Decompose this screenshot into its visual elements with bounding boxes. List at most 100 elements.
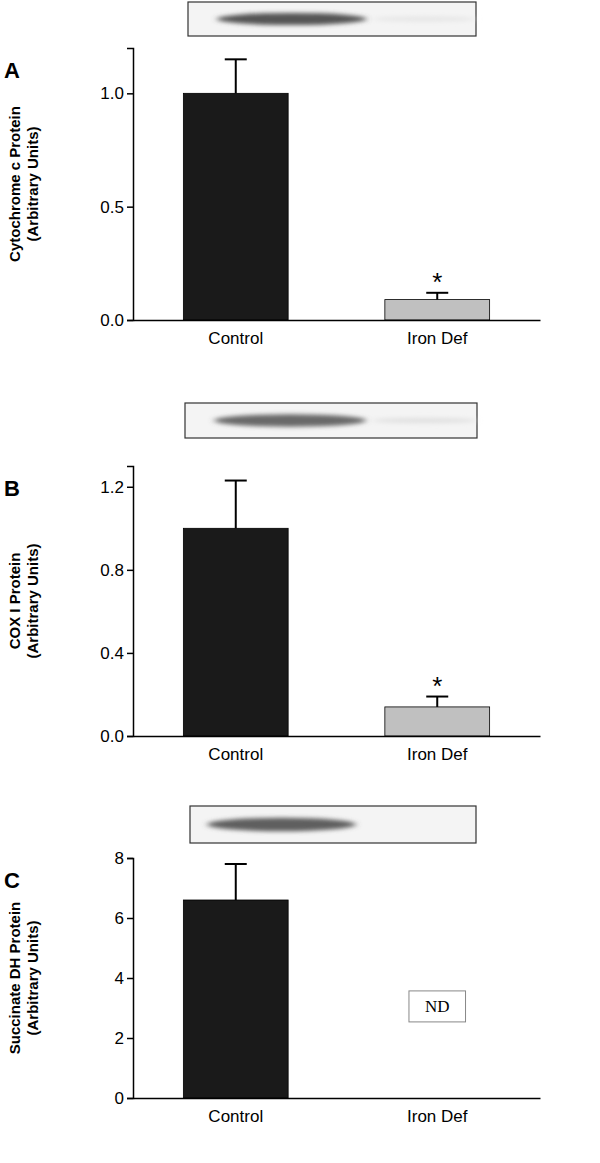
y-axis: 0.0 0.5 1.0 — [100, 49, 133, 330]
x-axis: Control Iron Def — [134, 320, 541, 348]
tick-label: 0.0 — [100, 727, 124, 746]
axis-line — [134, 320, 541, 322]
tick: 0.0 — [100, 727, 133, 746]
y-axis: 0 2 4 6 8 — [115, 849, 134, 1108]
axis-line — [127, 49, 134, 321]
annotation: * — [432, 267, 442, 297]
tick-mark — [127, 320, 133, 322]
error-cap — [225, 58, 247, 60]
blot-band — [217, 13, 367, 25]
tick: 0.8 — [100, 561, 133, 580]
tick: 6 — [115, 909, 133, 928]
tick-mark — [127, 736, 133, 738]
tick: 1.2 — [100, 478, 133, 497]
category-tick: Iron Def — [407, 320, 468, 348]
axis-line — [127, 859, 134, 1099]
panel-label: C — [4, 868, 20, 893]
tick-mark — [127, 570, 133, 572]
tick-label: Iron Def — [407, 329, 468, 348]
tick: 0.5 — [100, 198, 133, 217]
tick-label: Control — [208, 745, 263, 764]
tick-label: 4 — [115, 969, 124, 988]
tick-mark — [127, 487, 133, 489]
tick-mark — [127, 978, 133, 980]
error-stem — [235, 59, 237, 93]
tick-mark — [127, 93, 133, 95]
axis-title: Succinate DH Protein — [6, 902, 23, 1055]
bar — [385, 300, 490, 320]
tick-label: 0.4 — [100, 644, 124, 663]
tick-label: 1.2 — [100, 478, 124, 497]
tick-label: 2 — [115, 1029, 124, 1048]
blot-frame — [190, 806, 476, 843]
blot-band — [372, 418, 477, 424]
tick-mark — [127, 858, 133, 860]
blot-frame — [188, 2, 476, 36]
error-bar — [225, 59, 247, 93]
annotation: * — [432, 671, 442, 701]
axis-line — [134, 736, 541, 738]
tick: 0.4 — [100, 644, 133, 663]
bar — [183, 528, 288, 736]
tick-label: 0.5 — [100, 198, 124, 217]
tick: 8 — [115, 849, 133, 868]
x-axis: Control Iron Def — [134, 1098, 541, 1126]
annotation-box — [409, 991, 466, 1022]
tick-label: 0.0 — [100, 311, 124, 330]
tick: 0.0 — [100, 311, 133, 330]
error-cap — [225, 863, 247, 865]
axis-title: (Arbitrary Units) — [24, 126, 41, 241]
bar — [183, 900, 288, 1098]
y-axis: 0.0 0.4 0.8 1.2 — [100, 467, 133, 746]
axis-title: (Arbitrary Units) — [24, 543, 41, 658]
figure: ACytochrome c Protein(Arbitrary Units)0.… — [0, 0, 600, 1163]
plot-area — [183, 864, 288, 1098]
tick-label: Control — [208, 329, 263, 348]
panel: A Cytochrome c Protein(Arbitrary Units) 0.… — [4, 2, 541, 348]
tick-label: 8 — [115, 849, 124, 868]
error-stem — [235, 864, 237, 900]
tick: 2 — [115, 1029, 133, 1048]
tick-mark — [127, 653, 133, 655]
category-tick: Control — [208, 736, 263, 764]
tick-mark — [127, 1098, 133, 1100]
axis-line — [134, 1098, 541, 1100]
blot-band — [372, 16, 476, 21]
tick-label: Iron Def — [407, 745, 468, 764]
tick: 1.0 — [100, 84, 133, 103]
tick-label: 1.0 — [100, 84, 124, 103]
error-stem — [235, 481, 237, 529]
blot-band — [207, 818, 356, 831]
error-bar — [225, 481, 247, 529]
plot-area — [183, 481, 489, 736]
annotation: ND — [425, 997, 450, 1016]
panel: C Succinate DH Protein(Arbitrary Units) 0 2… — [4, 806, 541, 1126]
plot-area — [183, 59, 489, 320]
category-tick: Control — [208, 1098, 263, 1126]
bar — [183, 93, 288, 320]
tick-label: 6 — [115, 909, 124, 928]
error-cap — [225, 480, 247, 482]
axis-line — [127, 467, 134, 737]
tick-mark — [127, 1038, 133, 1040]
tick-mark — [127, 206, 133, 208]
bar — [385, 707, 490, 736]
x-axis: Control Iron Def — [134, 736, 541, 764]
tick-label: 0.8 — [100, 561, 124, 580]
tick-label: 0 — [115, 1089, 124, 1108]
category-tick: Iron Def — [407, 1098, 468, 1126]
panel-label: A — [4, 58, 20, 83]
tick-mark — [127, 918, 133, 920]
axis-title: Cytochrome c Protein — [6, 106, 23, 262]
blot-band — [214, 414, 366, 427]
category-tick: Control — [208, 320, 263, 348]
blot-frame — [185, 403, 477, 438]
tick-label: Control — [208, 1107, 263, 1126]
tick: 4 — [115, 969, 133, 988]
tick: 0 — [115, 1089, 133, 1108]
tick-label: Iron Def — [407, 1107, 468, 1126]
axis-title: COX I Protein — [6, 553, 23, 650]
axis-title: (Arbitrary Units) — [24, 920, 41, 1035]
category-tick: Iron Def — [407, 736, 468, 764]
panel-label: B — [4, 476, 20, 501]
